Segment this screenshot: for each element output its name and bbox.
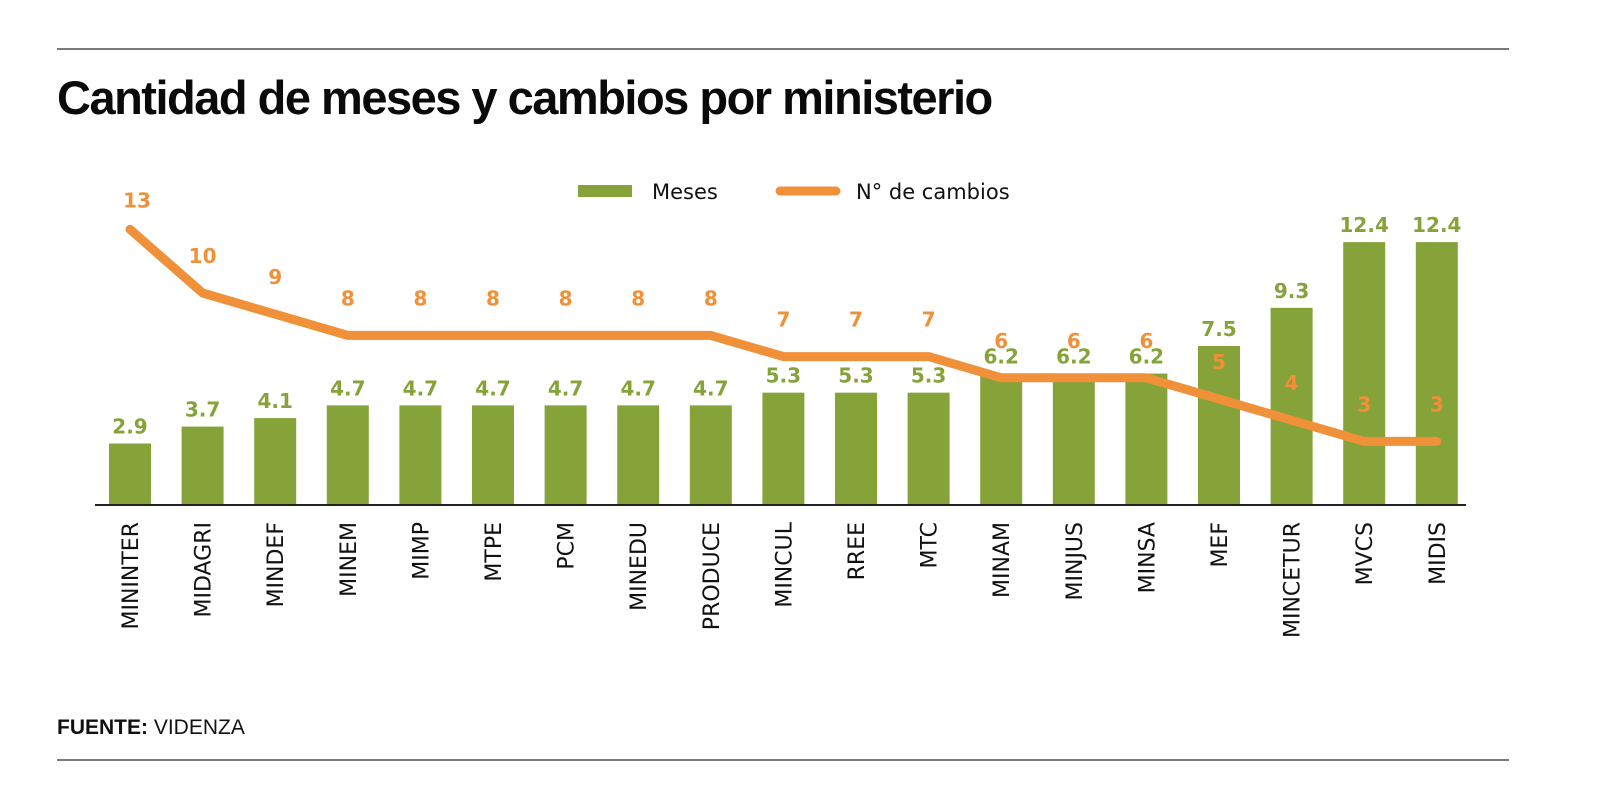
source-value: VIDENZA <box>148 716 245 739</box>
bar-rree <box>835 392 877 505</box>
x-tick-labels: MININTER MIDAGRI MINDEF MINEM MIMP MTPE PCM MIN… <box>119 521 1451 638</box>
x-tick-label: MINCETUR <box>1281 522 1306 638</box>
bar-minjus <box>1052 373 1095 505</box>
x-tick-label: MIDIS <box>1426 522 1451 585</box>
bar-mininter <box>109 443 151 505</box>
bar-midis <box>1415 242 1458 505</box>
bar-value-label: 4.7 <box>330 376 365 400</box>
bar-value-label: 2.9 <box>112 415 147 439</box>
bar-mef <box>1198 346 1240 505</box>
x-tick-label: MIMP <box>409 522 434 580</box>
x-tick-label: MINEM <box>337 522 362 597</box>
bar-mindef <box>254 418 297 505</box>
legend-label-meses: Meses <box>652 180 718 204</box>
bar-labels: 2.93.7 4.14.7 4.7 4.7 4.7 4.7 4.75.3 5.3 5.36.2 6… <box>112 213 1461 438</box>
line-value-label: 7 <box>849 308 863 332</box>
line-series-cambios <box>125 224 1442 446</box>
line-value-label: 5 <box>1212 350 1226 374</box>
x-tick-label: MINCUL <box>772 521 797 607</box>
bar-value-label: 3.7 <box>185 398 220 422</box>
x-tick-label: MTPE <box>482 522 507 582</box>
bar-value-label: 4.1 <box>257 389 292 413</box>
source-note: FUENTE: VIDENZA <box>57 716 245 740</box>
x-tick-label: RREE <box>845 522 870 580</box>
bar-mtpe <box>472 405 514 505</box>
bar-value-label: 7.5 <box>1201 317 1236 341</box>
x-tick-label: PRODUCE <box>700 522 725 630</box>
line-value-label: 7 <box>922 308 936 332</box>
bar-value-label: 4.7 <box>548 376 583 400</box>
bar-value-label: 12.4 <box>1412 213 1461 237</box>
line-value-label: 7 <box>776 308 790 332</box>
line-value-label: 6 <box>1139 329 1153 353</box>
bar-series-meses <box>109 242 1458 505</box>
bar-pcm <box>544 405 587 505</box>
x-tick-label: MVCS <box>1353 522 1378 585</box>
x-tick-label: MINDEF <box>264 522 289 607</box>
x-tick-label: MINSA <box>1135 522 1160 593</box>
bottom-rule <box>57 759 1509 761</box>
line-labels: 13 10 9 8 8 8 8 8 8 7 7 7 6 6 6 5 4 3 3 <box>123 188 1444 416</box>
bar-value-label: 4.7 <box>620 376 655 400</box>
x-tick-label: MINJUS <box>1063 522 1088 600</box>
line-value-label: 8 <box>486 286 500 310</box>
line-value-label: 13 <box>123 188 151 212</box>
line-value-label: 6 <box>994 329 1008 353</box>
line-value-label: 8 <box>631 286 645 310</box>
line-value-label: 10 <box>189 244 217 268</box>
bar-value-label: 6.2 <box>1129 345 1164 369</box>
bar-value-label: 4.7 <box>693 376 728 400</box>
x-tick-label: MEF <box>1208 522 1233 568</box>
bar-minam <box>980 373 1023 505</box>
source-label: FUENTE: <box>57 716 148 739</box>
legend-label-cambios: N° de cambios <box>856 180 1010 204</box>
bar-value-label: 6.2 <box>983 345 1018 369</box>
bar-mimp <box>399 405 442 505</box>
bar-value-label: 12.4 <box>1340 213 1389 237</box>
bar-mvcs <box>1343 242 1386 505</box>
bar-value-label: 5.3 <box>766 364 801 388</box>
line-value-label: 8 <box>341 286 355 310</box>
bar-value-label: 4.7 <box>475 376 510 400</box>
line-value-label: 8 <box>413 286 427 310</box>
x-tick-label: MIDAGRI <box>192 522 217 618</box>
x-tick-label: MINEDU <box>627 522 652 611</box>
chart-title: Cantidad de meses y cambios por minister… <box>57 71 993 124</box>
bar-value-label: 4.7 <box>403 376 438 400</box>
x-tick-label: PCM <box>555 522 580 570</box>
bar-midagri <box>181 426 224 505</box>
bar-value-label: 6.2 <box>1056 345 1091 369</box>
legend-swatch-meses <box>578 185 632 197</box>
x-tick-label: MTC <box>918 522 943 569</box>
x-tick-label: MININTER <box>119 522 144 630</box>
line-value-label: 8 <box>559 286 573 310</box>
legend: Meses N° de cambios <box>578 180 1010 204</box>
line-value-label: 4 <box>1285 371 1299 395</box>
line-value-label: 9 <box>268 265 282 289</box>
bar-produce <box>689 405 732 505</box>
x-tick-label: MINAM <box>990 522 1015 598</box>
bar-mtc <box>907 392 950 505</box>
bar-minem <box>326 405 369 505</box>
bar-minedu <box>617 405 660 505</box>
top-rule <box>57 48 1509 50</box>
bar-minsa <box>1125 373 1168 505</box>
bar-value-label: 9.3 <box>1274 279 1309 303</box>
bar-mincul <box>762 392 805 505</box>
line-value-label: 3 <box>1430 392 1444 416</box>
bar-value-label: 5.3 <box>838 364 873 388</box>
line-value-label: 8 <box>704 286 718 310</box>
bar-mincetur <box>1270 307 1313 505</box>
bar-value-label: 5.3 <box>911 364 946 388</box>
line-value-label: 6 <box>1067 329 1081 353</box>
line-value-label: 3 <box>1357 392 1371 416</box>
